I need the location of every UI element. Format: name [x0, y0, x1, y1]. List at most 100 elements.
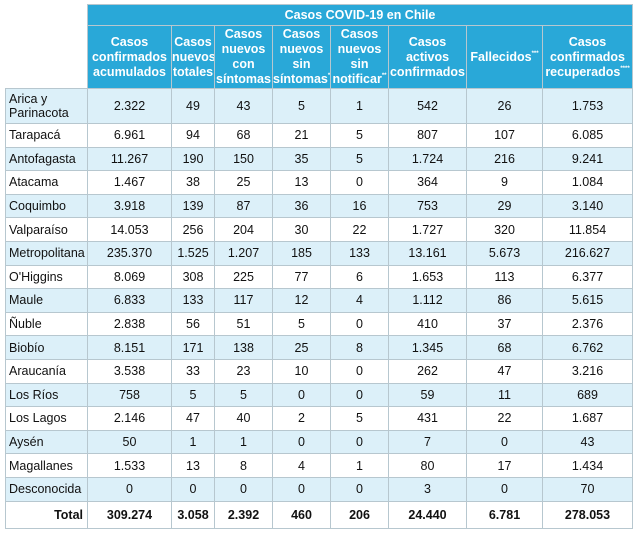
region-name: Atacama [5, 170, 88, 195]
covid-cases-table: Casos COVID-19 en Chile Casos confirmados… [5, 4, 633, 529]
value-cell: 43 [542, 429, 633, 455]
value-cell: 25 [272, 335, 331, 360]
total-cell: 3.058 [171, 500, 215, 529]
value-cell: 5 [171, 382, 215, 408]
column-header-line: nuevos [337, 42, 382, 56]
value-cell: 4 [330, 288, 389, 313]
column-header: Casos confirmados recuperados**** [542, 25, 633, 89]
footnote-marker: * [327, 73, 331, 79]
value-cell: 3.538 [87, 358, 172, 384]
value-cell: 1.525 [171, 240, 215, 266]
region-name: Antofagasta [5, 146, 88, 172]
region-name: Ñuble [5, 311, 88, 337]
value-cell: 5 [272, 311, 331, 337]
value-cell: 23 [214, 358, 273, 384]
value-cell: 17 [466, 453, 543, 478]
value-cell: 36 [272, 193, 331, 219]
value-cell: 235.370 [87, 240, 172, 266]
value-cell: 1.533 [87, 453, 172, 478]
value-cell: 94 [171, 123, 215, 148]
value-cell: 1.753 [542, 88, 633, 124]
region-name: Araucanía [5, 358, 88, 384]
value-cell: 68 [214, 123, 273, 148]
table-row: Arica y Parinacota 2.322 49 43 5 1 542 26 1.753 [5, 88, 633, 124]
value-cell: 3.918 [87, 193, 172, 219]
value-cell: 21 [272, 123, 331, 148]
column-header-line: nuevos [172, 49, 215, 64]
value-cell: 225 [214, 264, 273, 290]
value-cell: 7 [388, 429, 467, 455]
value-cell: 2.376 [542, 311, 633, 337]
column-header-line: Casos [340, 27, 379, 41]
value-cell: 1 [330, 453, 389, 478]
value-cell: 56 [171, 311, 215, 337]
value-cell: 1.653 [388, 264, 467, 290]
value-cell: 11 [466, 382, 543, 408]
total-cell: 460 [272, 500, 331, 529]
value-cell: 47 [466, 358, 543, 384]
value-cell: 1.112 [388, 288, 467, 313]
value-cell: 364 [388, 170, 467, 195]
value-cell: 51 [214, 311, 273, 337]
table-row: Ñuble 2.838 56 51 5 0 410 37 2.376 [5, 311, 633, 337]
region-name: Los Lagos [5, 406, 88, 431]
footnote-marker: ** [381, 73, 387, 79]
value-cell: 16 [330, 193, 389, 219]
table-row: Antofagasta 11.267 190 150 35 5 1.724 216 9.241 [5, 146, 633, 172]
value-cell: 0 [330, 358, 389, 384]
total-cell: 2.392 [214, 500, 273, 529]
region-name: Coquimbo [5, 193, 88, 219]
value-cell: 1 [214, 429, 273, 455]
table-row: Araucanía 3.538 33 23 10 0 262 47 3.216 [5, 358, 633, 384]
column-header-line: confirmados [549, 49, 625, 64]
value-cell: 0 [330, 170, 389, 195]
column-header-row: Casos confirmados acumulados Casos nuevos tot… [6, 25, 633, 89]
value-cell: 133 [330, 240, 389, 266]
value-cell: 0 [466, 429, 543, 455]
value-cell: 758 [87, 382, 172, 408]
region-name: Arica y Parinacota [5, 88, 88, 124]
value-cell: 262 [388, 358, 467, 384]
value-cell: 6 [330, 264, 389, 290]
table-row: Coquimbo 3.918 139 87 36 16 753 29 3.140 [5, 193, 633, 219]
value-cell: 0 [466, 476, 543, 502]
value-cell: 13 [272, 170, 331, 195]
value-cell: 216 [466, 146, 543, 172]
value-cell: 6.377 [542, 264, 633, 290]
table-row: Los Lagos 2.146 47 40 2 5 431 22 1.687 [5, 406, 633, 431]
value-cell: 8.069 [87, 264, 172, 290]
value-cell: 80 [388, 453, 467, 478]
value-cell: 49 [171, 88, 215, 124]
column-header: Casos nuevos totales [171, 25, 215, 89]
total-label: Total [5, 500, 88, 529]
value-cell: 13 [171, 453, 215, 478]
value-cell: 37 [466, 311, 543, 337]
region-name: Aysén [5, 429, 88, 455]
column-header-text: síntomas [273, 72, 328, 86]
value-cell: 13.161 [388, 240, 467, 266]
value-cell: 35 [272, 146, 331, 172]
value-cell: 1.084 [542, 170, 633, 195]
value-cell: 26 [466, 88, 543, 124]
value-cell: 5 [330, 123, 389, 148]
value-cell: 320 [466, 217, 543, 242]
value-cell: 59 [388, 382, 467, 408]
value-cell: 0 [330, 476, 389, 502]
value-cell: 5 [214, 382, 273, 408]
column-header-line: confirmados [389, 64, 465, 79]
value-cell: 6.833 [87, 288, 172, 313]
table-row: Biobío 8.151 171 138 25 8 1.345 68 6.762 [5, 335, 633, 360]
column-header-line: Casos [408, 34, 447, 49]
value-cell: 1.687 [542, 406, 633, 431]
column-header-line: nuevos [221, 42, 266, 56]
region-name: Tarapacá [5, 123, 88, 148]
value-cell: 150 [214, 146, 273, 172]
column-header-line: notificar** [332, 72, 388, 87]
column-header: Casos nuevos sin síntomas* [272, 25, 331, 89]
region-name: Magallanes [5, 453, 88, 478]
value-cell: 43 [214, 88, 273, 124]
value-cell: 113 [466, 264, 543, 290]
column-header-line: confirmados [91, 49, 167, 64]
value-cell: 6.762 [542, 335, 633, 360]
value-cell: 6.085 [542, 123, 633, 148]
